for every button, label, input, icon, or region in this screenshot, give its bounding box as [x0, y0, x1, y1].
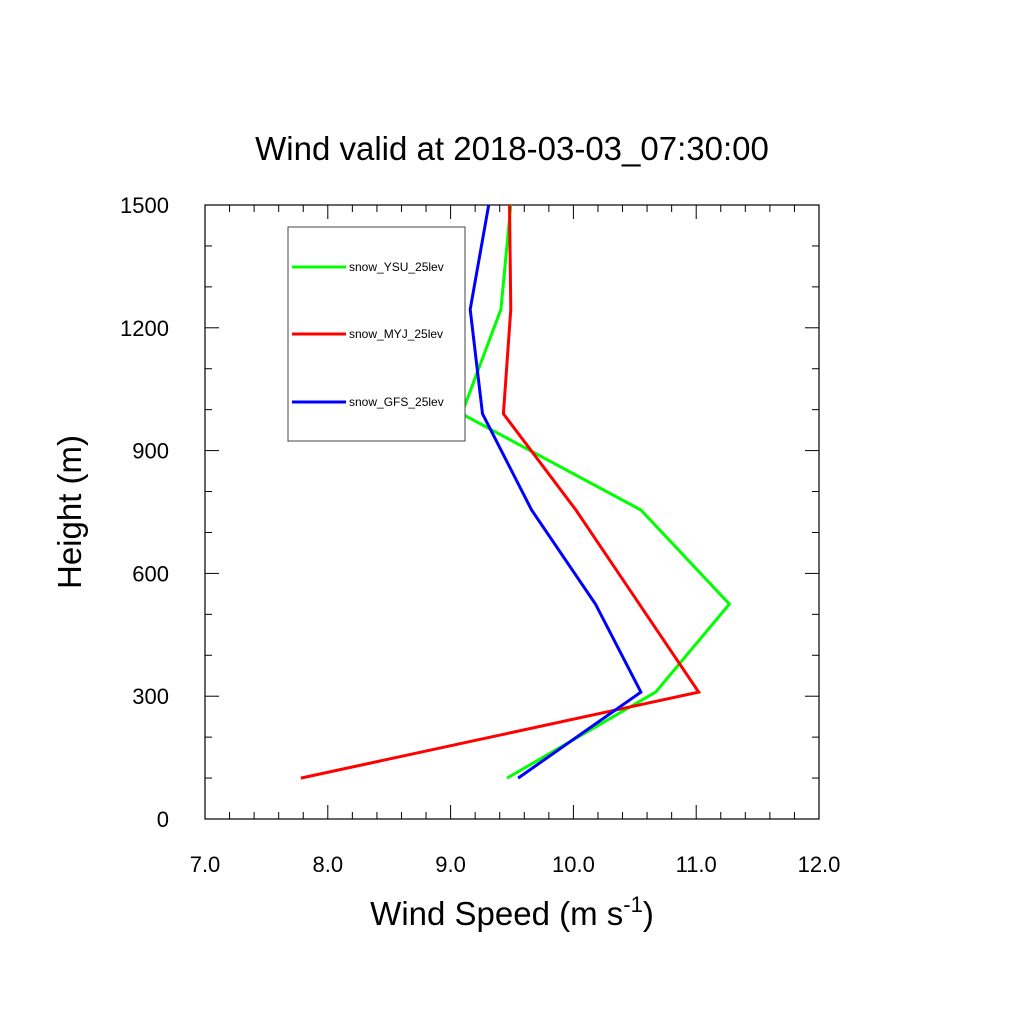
legend-label: snow_YSU_25lev: [349, 260, 444, 274]
y-tick-label: 1500: [120, 193, 169, 218]
y-tick-label: 600: [132, 561, 169, 586]
y-tick-label: 0: [157, 807, 169, 832]
series-line-snow_MYJ_25lev: [300, 204, 702, 780]
x-tick-label: 8.0: [313, 852, 344, 877]
series-line-snow_YSU_25lev: [459, 204, 732, 780]
legend-label: snow_GFS_25lev: [349, 395, 444, 409]
plot-area: 7.0 8.0 9.0 10.0 11.0 12.0 0 300 600 900 1200 1500 s…: [120, 193, 840, 877]
x-tick-label: 7.0: [190, 852, 221, 877]
plot-frame: [204, 204, 820, 820]
x-axis-label-superscript: -1: [623, 892, 643, 917]
x-axis-label: Wind Speed (m s-1): [370, 892, 654, 932]
x-tick-label: 11.0: [676, 852, 717, 877]
y-axis-label: Height (m): [51, 435, 88, 589]
x-axis-label-suffix: ): [643, 895, 654, 932]
legend-label: snow_MYJ_25lev: [349, 327, 443, 341]
series-line-snow_GFS_25lev: [468, 204, 643, 780]
y-tick-label: 1200: [120, 316, 169, 341]
y-tick-label: 300: [132, 684, 169, 709]
x-tick-label: 9.0: [435, 852, 466, 877]
y-tick-label: 900: [132, 439, 169, 464]
x-tick-label: 12.0: [798, 852, 841, 877]
x-tick-label: 10.0: [552, 852, 595, 877]
x-axis-label-text: Wind Speed (m s: [370, 895, 623, 932]
chart-title: Wind valid at 2018-03-03_07:30:00: [255, 130, 769, 167]
